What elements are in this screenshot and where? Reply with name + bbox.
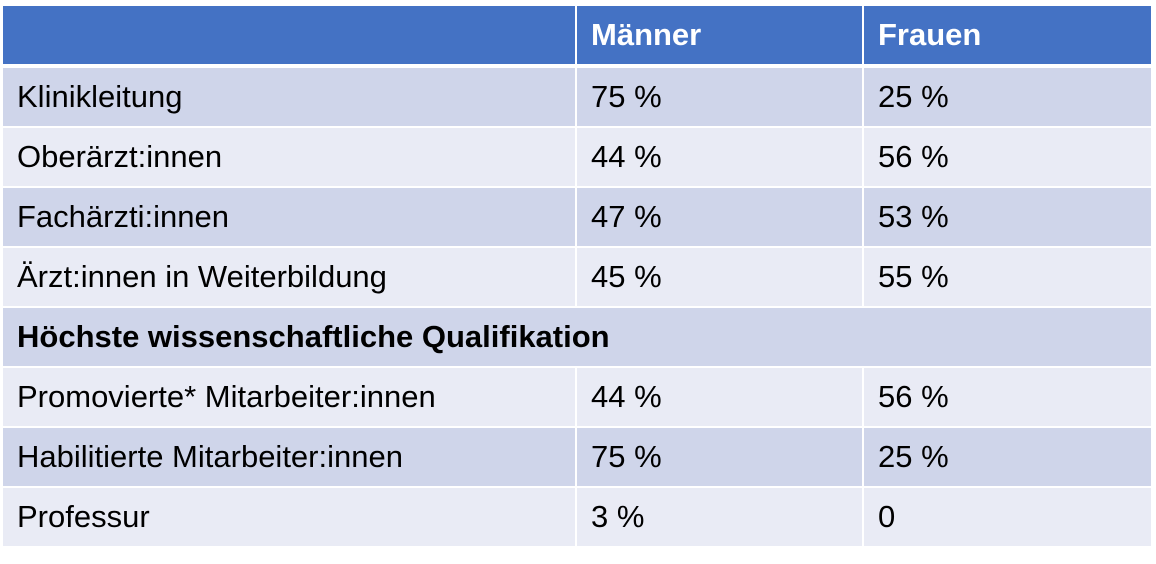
men-value: 3 % <box>576 487 864 548</box>
table-row: Oberärzt:innen 44 % 56 % <box>3 127 1151 188</box>
men-value: 75 % <box>576 427 864 488</box>
women-value: 56 % <box>863 127 1151 188</box>
row-label: Fachärzti:innen <box>3 187 577 248</box>
table-row: Habilitierte Mitarbeiter:innen 75 % 25 % <box>3 427 1151 488</box>
header-men: Männer <box>576 6 864 68</box>
women-value: 53 % <box>863 187 1151 248</box>
gender-distribution-table: Männer Frauen Klinikleitung 75 % 25 % Ob… <box>3 6 1151 548</box>
men-value: 45 % <box>576 247 864 308</box>
row-label: Klinikleitung <box>3 66 577 128</box>
table-row: Klinikleitung 75 % 25 % <box>3 66 1151 128</box>
header-empty-cell <box>3 6 577 68</box>
women-value: 25 % <box>863 427 1151 488</box>
women-value: 0 <box>863 487 1151 548</box>
header-women: Frauen <box>863 6 1151 68</box>
table-row: Fachärzti:innen 47 % 53 % <box>3 187 1151 248</box>
section-title: Höchste wissenschaftliche Qualifikation <box>3 307 1151 368</box>
table-row: Ärzt:innen in Weiterbildung 45 % 55 % <box>3 247 1151 308</box>
section-header-row: Höchste wissenschaftliche Qualifikation <box>3 307 1151 368</box>
table-row: Promovierte* Mitarbeiter:innen 44 % 56 % <box>3 367 1151 428</box>
row-label: Habilitierte Mitarbeiter:innen <box>3 427 577 488</box>
men-value: 44 % <box>576 367 864 428</box>
women-value: 55 % <box>863 247 1151 308</box>
row-label: Ärzt:innen in Weiterbildung <box>3 247 577 308</box>
table-header-row: Männer Frauen <box>3 6 1151 68</box>
women-value: 25 % <box>863 66 1151 128</box>
men-value: 47 % <box>576 187 864 248</box>
men-value: 44 % <box>576 127 864 188</box>
women-value: 56 % <box>863 367 1151 428</box>
data-table-container: Männer Frauen Klinikleitung 75 % 25 % Ob… <box>3 6 1151 548</box>
row-label: Professur <box>3 487 577 548</box>
table-row: Professur 3 % 0 <box>3 487 1151 548</box>
men-value: 75 % <box>576 66 864 128</box>
row-label: Oberärzt:innen <box>3 127 577 188</box>
row-label: Promovierte* Mitarbeiter:innen <box>3 367 577 428</box>
